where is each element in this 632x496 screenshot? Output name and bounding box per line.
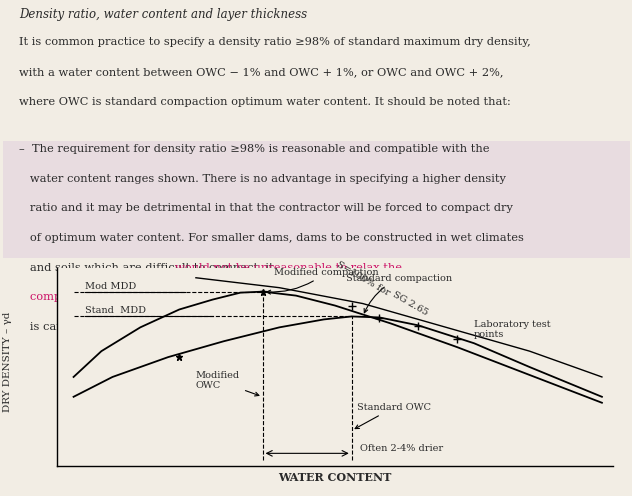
- Text: where OWC is standard compaction optimum water content. It should be noted that:: where OWC is standard compaction optimum…: [19, 97, 511, 107]
- Text: –  The requirement for density ratio ≥98% is reasonable and compatible with the: – The requirement for density ratio ≥98%…: [19, 144, 489, 154]
- Text: DRY DENSITY – γd: DRY DENSITY – γd: [3, 312, 12, 412]
- Text: Standard compaction: Standard compaction: [346, 274, 453, 313]
- Text: Modified
OWC: Modified OWC: [196, 371, 259, 396]
- FancyBboxPatch shape: [3, 141, 630, 355]
- Text: with a water content between OWC − 1% and OWC + 1%, or OWC and OWC + 2%,: with a water content between OWC − 1% an…: [19, 67, 504, 77]
- Text: is carried out above optimum water content.: is carried out above optimum water conte…: [19, 322, 289, 332]
- Text: Standard OWC: Standard OWC: [355, 403, 431, 429]
- Text: SG 2.65: SG 2.65: [391, 290, 429, 317]
- Text: S=100% for: S=100% for: [335, 260, 391, 298]
- Text: compaction requirement to as low as 95% density ratio, provided that compaction: compaction requirement to as low as 95% …: [19, 293, 506, 303]
- Text: and soils which are difficult to compact, it: and soils which are difficult to compact…: [19, 263, 277, 273]
- Text: Modified compaction: Modified compaction: [267, 268, 379, 294]
- Text: Often 2-4% drier: Often 2-4% drier: [360, 444, 443, 453]
- Text: water content ranges shown. There is no advantage in specifying a higher density: water content ranges shown. There is no …: [19, 174, 506, 184]
- Text: of optimum water content. For smaller dams, dams to be constructed in wet climat: of optimum water content. For smaller da…: [19, 233, 524, 243]
- Text: Density ratio, water content and layer thickness: Density ratio, water content and layer t…: [19, 8, 307, 21]
- Text: It is common practice to specify a density ratio ≥98% of standard maximum dry de: It is common practice to specify a densi…: [19, 37, 531, 48]
- Text: Mod MDD: Mod MDD: [85, 282, 136, 291]
- X-axis label: WATER CONTENT: WATER CONTENT: [278, 472, 392, 483]
- Text: ratio and it may be detrimental in that the contractor will be forced to compact: ratio and it may be detrimental in that …: [19, 203, 513, 213]
- Text: Laboratory test
points: Laboratory test points: [474, 319, 550, 339]
- Text: Stand  MDD: Stand MDD: [85, 307, 146, 315]
- Text: would not be unreasonable to relax the: would not be unreasonable to relax the: [175, 263, 402, 273]
